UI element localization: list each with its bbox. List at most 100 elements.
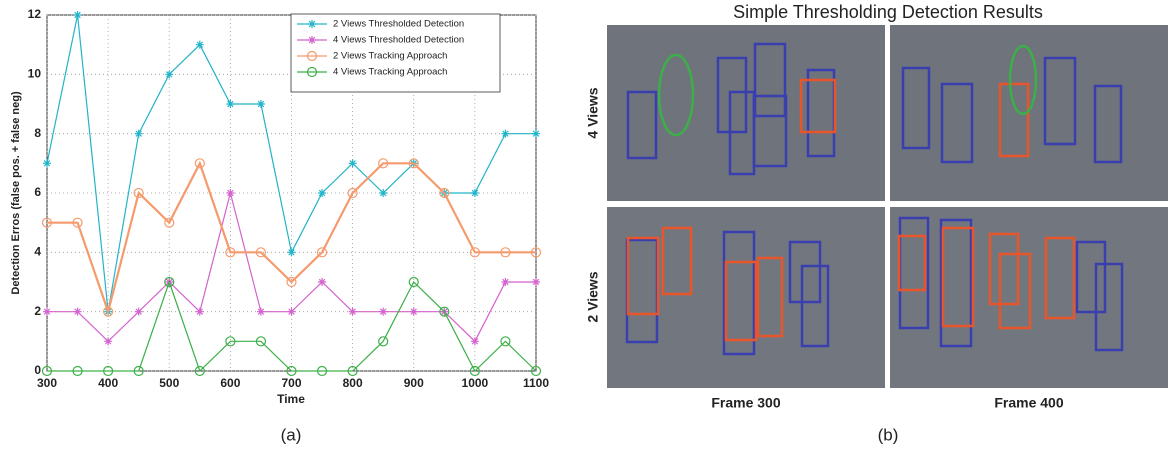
marker xyxy=(501,278,510,286)
marker xyxy=(379,189,388,197)
marker xyxy=(72,365,83,377)
column-label: Frame 300 xyxy=(711,395,780,411)
row-label: 2 Views xyxy=(585,271,601,322)
series-line xyxy=(47,160,536,316)
marker xyxy=(318,189,327,197)
marker xyxy=(379,307,388,316)
marker xyxy=(347,187,358,199)
marker xyxy=(43,159,51,168)
marker xyxy=(194,158,205,169)
marker xyxy=(470,337,479,346)
legend-label: 4 Views Thresholded Detection xyxy=(333,35,464,46)
x-tick-label: 300 xyxy=(37,376,57,390)
y-tick-label: 12 xyxy=(28,7,42,21)
x-tick-label: 400 xyxy=(98,376,118,390)
marker xyxy=(316,247,328,258)
marker xyxy=(225,247,236,258)
x-tick-label: 900 xyxy=(404,376,424,390)
caption: (a) xyxy=(281,425,302,444)
marker xyxy=(133,365,144,377)
marker xyxy=(409,307,418,316)
row-label: 4 Views xyxy=(585,87,601,138)
marker xyxy=(104,337,113,346)
legend-marker xyxy=(308,20,316,28)
photo xyxy=(607,207,885,388)
marker xyxy=(256,307,265,316)
marker xyxy=(378,158,389,169)
marker xyxy=(103,365,114,377)
marker xyxy=(286,276,297,288)
marker xyxy=(134,129,143,138)
marker xyxy=(165,70,174,79)
marker xyxy=(72,217,83,228)
panel-b: Simple Thresholding Detection Results 4 … xyxy=(585,2,1168,411)
marker xyxy=(73,307,82,316)
y-tick-label: 8 xyxy=(34,126,41,140)
marker xyxy=(225,336,236,347)
marker xyxy=(470,189,479,197)
marker xyxy=(255,336,267,347)
marker xyxy=(378,336,389,347)
x-tick-label: 1100 xyxy=(523,376,549,390)
marker xyxy=(532,129,540,138)
legend-marker xyxy=(308,36,316,44)
x-axis-label: Time xyxy=(277,392,305,406)
x-tick-label: 600 xyxy=(220,376,240,390)
y-axis-label: Detection Erros (false pos. + false neg) xyxy=(10,91,22,295)
panel-title: Simple Thresholding Detection Results xyxy=(733,2,1043,22)
marker xyxy=(469,365,480,377)
marker xyxy=(500,336,511,347)
marker xyxy=(316,365,328,377)
legend-marker xyxy=(306,66,318,78)
marker xyxy=(469,247,480,258)
marker xyxy=(501,129,510,138)
legend-marker xyxy=(306,50,318,62)
marker xyxy=(134,307,143,316)
legend-label: 4 Views Tracking Approach xyxy=(333,67,447,78)
marker xyxy=(194,365,205,377)
marker xyxy=(164,276,175,288)
marker xyxy=(226,189,235,197)
marker xyxy=(318,278,327,286)
x-tick-label: 700 xyxy=(281,376,301,390)
marker xyxy=(286,365,297,377)
marker xyxy=(347,365,358,377)
marker xyxy=(530,365,542,377)
marker xyxy=(408,158,419,169)
x-tick-label: 1000 xyxy=(462,376,489,390)
legend-label: 2 Views Thresholded Detection xyxy=(333,19,464,30)
marker xyxy=(226,100,235,108)
y-tick-label: 2 xyxy=(34,304,41,318)
legend-box xyxy=(290,13,501,93)
marker xyxy=(103,306,114,317)
marker xyxy=(43,307,51,316)
y-tick-label: 6 xyxy=(34,185,41,199)
marker xyxy=(408,276,419,288)
marker xyxy=(133,187,144,199)
legend-label: 2 Views Tracking Approach xyxy=(333,51,447,62)
marker xyxy=(500,247,511,258)
marker xyxy=(348,307,357,316)
x-tick-label: 500 xyxy=(159,376,179,390)
x-tick-label: 800 xyxy=(343,376,363,390)
marker xyxy=(164,217,175,228)
marker xyxy=(195,40,204,49)
caption: (b) xyxy=(878,425,899,444)
marker xyxy=(439,306,450,317)
marker xyxy=(287,248,296,257)
marker xyxy=(255,247,267,258)
y-tick-label: 10 xyxy=(28,67,42,81)
y-tick-label: 0 xyxy=(34,363,41,377)
marker xyxy=(41,365,53,377)
marker xyxy=(195,307,204,316)
detection-boxes xyxy=(625,42,1124,356)
y-tick-label: 4 xyxy=(34,245,41,259)
series-line xyxy=(47,280,537,373)
marker xyxy=(348,159,357,168)
marker xyxy=(532,278,540,286)
marker xyxy=(439,187,450,199)
marker xyxy=(287,307,296,316)
marker xyxy=(41,217,53,228)
marker xyxy=(530,247,542,258)
